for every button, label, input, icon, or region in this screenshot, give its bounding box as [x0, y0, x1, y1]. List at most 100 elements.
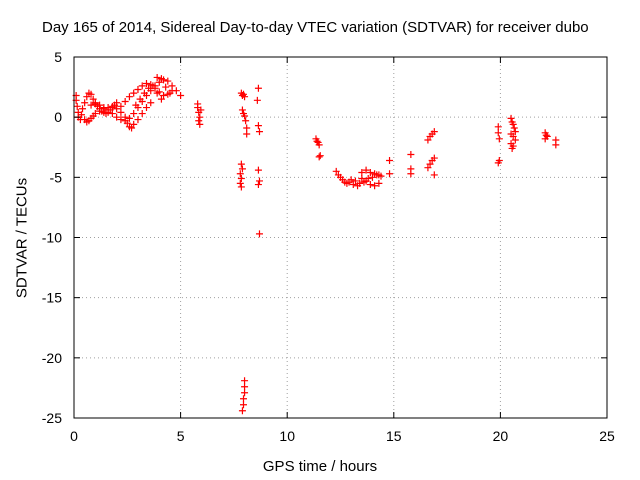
- data-point: [358, 175, 366, 183]
- data-point: [117, 116, 125, 124]
- data-point: [366, 181, 374, 189]
- data-point: [197, 106, 205, 114]
- data-point: [254, 166, 262, 174]
- data-point: [509, 120, 517, 128]
- data-point: [138, 82, 146, 90]
- data-point: [315, 141, 323, 149]
- data-point: [132, 101, 140, 109]
- data-point: [147, 99, 155, 107]
- data-point: [239, 395, 247, 403]
- data-point: [238, 165, 246, 173]
- data-point: [236, 170, 244, 178]
- data-point: [91, 100, 99, 108]
- data-point: [241, 389, 249, 397]
- data-point: [91, 110, 99, 118]
- data-point: [238, 106, 246, 114]
- data-point: [237, 183, 245, 191]
- data-point: [354, 182, 362, 190]
- data-point: [134, 116, 142, 124]
- data-point: [313, 137, 321, 145]
- data-point: [96, 101, 104, 109]
- data-point: [128, 124, 136, 132]
- data-point: [407, 170, 415, 178]
- x-tick-label: 0: [70, 428, 78, 444]
- data-point: [121, 117, 129, 125]
- chart-title: Day 165 of 2014, Sidereal Day-to-day VTE…: [42, 19, 589, 36]
- data-point: [375, 179, 383, 187]
- data-point: [509, 132, 517, 140]
- data-point: [368, 173, 376, 181]
- data-point: [255, 230, 263, 238]
- data-point: [134, 85, 142, 93]
- data-point: [177, 92, 185, 100]
- data-point: [371, 182, 379, 190]
- data-point: [117, 108, 125, 116]
- y-tick-label: 5: [54, 49, 62, 65]
- data-point: [83, 93, 91, 101]
- data-point: [495, 135, 503, 143]
- y-tick-label: -5: [50, 169, 63, 185]
- data-point: [195, 117, 203, 125]
- data-point: [347, 176, 355, 184]
- data-point: [164, 77, 172, 85]
- data-point: [237, 175, 245, 183]
- y-tick-label: -20: [42, 350, 62, 366]
- data-point: [255, 177, 263, 185]
- data-point: [511, 128, 519, 136]
- data-point: [241, 112, 249, 120]
- data-point: [254, 122, 262, 130]
- data-point: [108, 102, 116, 110]
- data-point: [430, 154, 438, 162]
- data-point: [130, 89, 138, 97]
- data-point: [77, 111, 85, 119]
- data-point: [104, 106, 112, 114]
- data-point: [254, 84, 262, 92]
- data-point: [241, 93, 249, 101]
- data-point: [196, 113, 204, 121]
- data-point: [494, 129, 502, 137]
- data-point: [113, 99, 121, 107]
- data-point: [140, 89, 148, 97]
- data-point: [73, 102, 81, 110]
- x-axis-label: GPS time / hours: [262, 458, 378, 475]
- data-point: [242, 117, 250, 125]
- data-point: [315, 153, 323, 161]
- data-point: [494, 159, 502, 167]
- data-point: [407, 150, 415, 158]
- data-point: [358, 169, 366, 177]
- data-point: [371, 170, 379, 178]
- data-point: [166, 89, 174, 97]
- data-point: [196, 120, 204, 128]
- data-point: [157, 95, 165, 103]
- data-point: [157, 75, 165, 83]
- data-point: [424, 164, 432, 172]
- x-tick-label: 10: [279, 428, 295, 444]
- data-point: [142, 79, 150, 87]
- x-tick-label: 25: [599, 428, 615, 444]
- data-point: [149, 82, 157, 90]
- data-point: [426, 160, 434, 168]
- data-point: [160, 92, 168, 100]
- data-point: [113, 113, 121, 121]
- data-point: [117, 102, 125, 110]
- data-point: [332, 167, 340, 175]
- y-tick-label: -10: [42, 230, 62, 246]
- data-point: [430, 128, 438, 136]
- data-point: [236, 179, 244, 187]
- data-point: [543, 132, 551, 140]
- data-point: [100, 104, 108, 112]
- data-point: [153, 73, 161, 81]
- y-axis-label: SDTVAR / TECUs: [13, 177, 31, 299]
- data-point: [162, 83, 170, 91]
- data-point: [375, 171, 383, 179]
- data-point: [386, 170, 394, 178]
- data-point: [254, 181, 262, 189]
- data-point: [87, 90, 95, 98]
- y-tick-label: -25: [42, 410, 62, 426]
- axis-ticks: 0 5 10 15 20 25 -25 -20 -15 -10 -5 0 5: [42, 49, 615, 444]
- data-point: [507, 114, 515, 122]
- x-tick-label: 5: [177, 428, 185, 444]
- data-point: [136, 95, 144, 103]
- data-point: [145, 84, 153, 92]
